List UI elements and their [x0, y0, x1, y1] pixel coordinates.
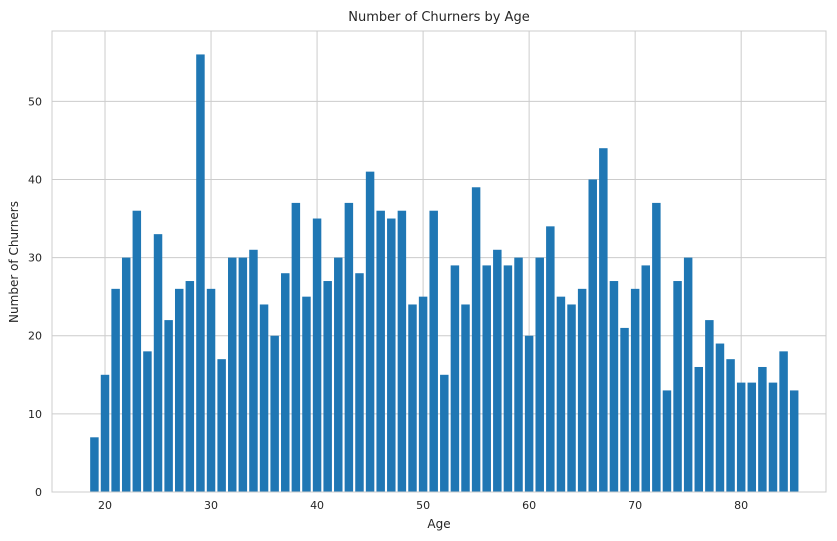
bar-age-60 — [524, 335, 534, 492]
bar-age-26 — [164, 320, 173, 492]
bar-age-28 — [185, 281, 195, 492]
bar-age-66 — [588, 179, 597, 492]
bar-age-50 — [418, 296, 428, 492]
bar-age-35 — [259, 304, 269, 492]
bar-age-85 — [789, 390, 799, 492]
x-tick-label: 80 — [734, 499, 748, 512]
x-tick-label: 50 — [416, 499, 430, 512]
bar-age-44 — [355, 273, 364, 492]
bar-age-57 — [493, 249, 502, 492]
grid — [52, 31, 826, 493]
x-tick-label: 70 — [628, 499, 642, 512]
chart-title: Number of Churners by Age — [348, 10, 529, 25]
bar-age-47 — [387, 218, 396, 492]
bar-age-34 — [249, 249, 258, 492]
x-tick-label: 40 — [310, 499, 324, 512]
bar-age-54 — [461, 304, 470, 492]
x-tick-label: 20 — [98, 499, 112, 512]
bar-age-46 — [376, 210, 385, 493]
bar-age-41 — [323, 281, 332, 492]
x-axis-label: Age — [427, 517, 450, 531]
bar-age-22 — [121, 257, 131, 492]
bar-age-24 — [143, 351, 152, 492]
bar-age-79 — [726, 359, 735, 492]
y-tick-labels: 0 10 20 30 40 50 — [28, 95, 42, 499]
bar-age-80 — [736, 382, 746, 492]
bar-age-70 — [630, 288, 640, 492]
bar-age-81 — [747, 382, 757, 492]
plot-frame — [51, 30, 827, 493]
bar-age-39 — [302, 296, 311, 492]
bar-age-25 — [153, 234, 163, 493]
bar-age-82 — [758, 366, 767, 492]
y-tick-label: 10 — [28, 408, 42, 421]
y-tick-label: 30 — [28, 252, 42, 265]
bar-age-21 — [111, 288, 120, 492]
bar-age-72 — [652, 202, 661, 492]
bar-age-19 — [90, 437, 99, 492]
x-tick-label: 60 — [522, 499, 536, 512]
bar-age-30 — [206, 288, 216, 492]
y-tick-label: 40 — [28, 173, 42, 186]
bar-age-63 — [556, 296, 566, 492]
bar-age-78 — [715, 343, 725, 492]
bar-age-20 — [100, 374, 110, 492]
bar-age-42 — [334, 257, 343, 492]
bar-age-49 — [408, 304, 417, 492]
bar-age-48 — [397, 210, 407, 493]
bar-age-52 — [440, 374, 449, 492]
y-tick-label: 50 — [28, 95, 42, 108]
bar-age-83 — [768, 382, 778, 492]
bar-age-84 — [779, 351, 788, 492]
y-tick-label: 0 — [35, 486, 42, 499]
bar-age-40 — [312, 218, 322, 492]
bar-age-53 — [450, 265, 460, 492]
y-tick-label: 20 — [28, 330, 42, 343]
bar-age-62 — [546, 226, 555, 492]
bar-age-27 — [174, 288, 184, 492]
x-tick-label: 30 — [204, 499, 218, 512]
bar-age-71 — [641, 265, 650, 492]
bar-age-77 — [705, 320, 714, 492]
bar-age-73 — [662, 390, 672, 492]
bar-age-76 — [694, 366, 704, 492]
bar-age-69 — [620, 327, 629, 492]
bar-age-64 — [567, 304, 576, 492]
y-axis-label: Number of Churners — [7, 201, 21, 323]
bar-age-37 — [281, 273, 290, 492]
x-tick-labels: 20 30 40 50 60 70 80 — [98, 499, 748, 512]
bar-age-56 — [482, 265, 491, 492]
bar-age-23 — [132, 210, 142, 493]
bar-age-67 — [599, 148, 608, 493]
bar-age-31 — [217, 359, 226, 492]
bar-age-59 — [514, 257, 523, 492]
bar-age-55 — [471, 187, 481, 492]
bar-age-33 — [238, 257, 248, 492]
bar-age-38 — [291, 202, 301, 492]
bar-age-36 — [270, 335, 279, 492]
bar-age-68 — [609, 281, 619, 492]
bar-age-61 — [535, 257, 544, 492]
bar-age-43 — [344, 202, 354, 492]
bar-age-65 — [577, 288, 587, 492]
bar-age-74 — [673, 281, 682, 492]
bars — [90, 54, 799, 493]
bar-age-29 — [196, 54, 205, 493]
bar-age-75 — [683, 257, 693, 492]
bar-age-51 — [429, 210, 438, 493]
bar-age-58 — [503, 265, 513, 492]
bar-age-32 — [228, 257, 237, 492]
bar-age-45 — [365, 171, 375, 492]
